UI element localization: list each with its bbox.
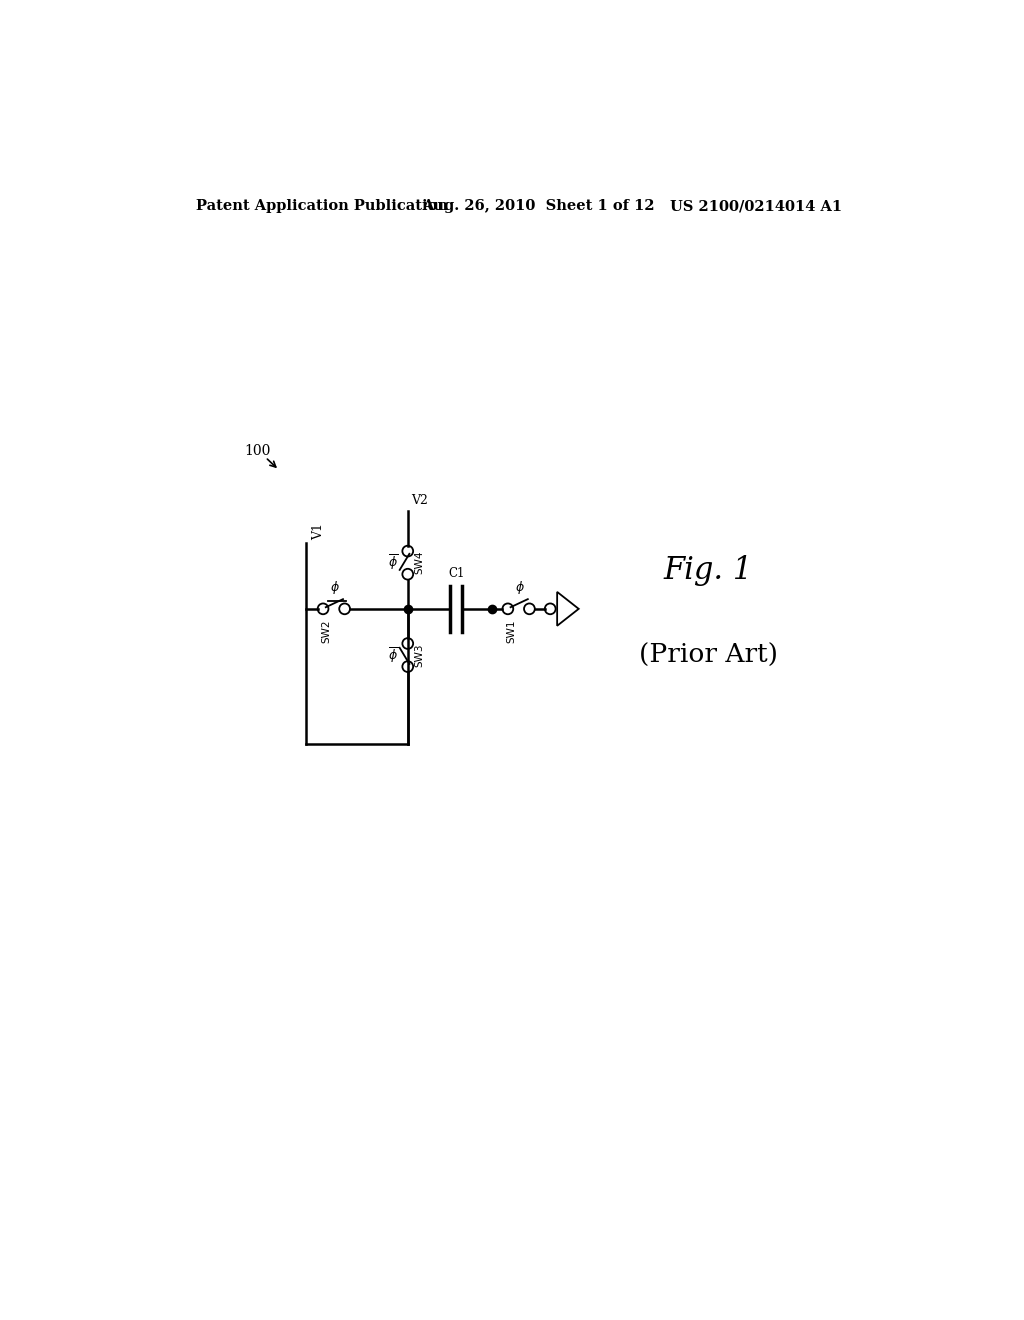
Text: $\overline{\phi}$: $\overline{\phi}$ (387, 645, 397, 665)
Text: V1: V1 (312, 523, 326, 540)
Text: Aug. 26, 2010  Sheet 1 of 12: Aug. 26, 2010 Sheet 1 of 12 (422, 199, 654, 213)
Text: $\phi$: $\phi$ (331, 579, 340, 597)
Text: 100: 100 (245, 444, 270, 458)
Text: SW4: SW4 (415, 550, 425, 574)
Text: Fig. 1: Fig. 1 (664, 554, 753, 586)
Text: (Prior Art): (Prior Art) (639, 643, 777, 668)
Text: V2: V2 (412, 494, 428, 507)
Text: $\overline{\phi}$: $\overline{\phi}$ (387, 553, 397, 573)
Text: US 2100/0214014 A1: US 2100/0214014 A1 (670, 199, 842, 213)
Text: SW2: SW2 (322, 619, 332, 643)
Text: SW3: SW3 (415, 643, 425, 667)
Text: SW1: SW1 (506, 619, 516, 643)
Text: Patent Application Publication: Patent Application Publication (196, 199, 449, 213)
Text: $\phi$: $\phi$ (515, 579, 525, 597)
Text: C1: C1 (449, 566, 465, 579)
